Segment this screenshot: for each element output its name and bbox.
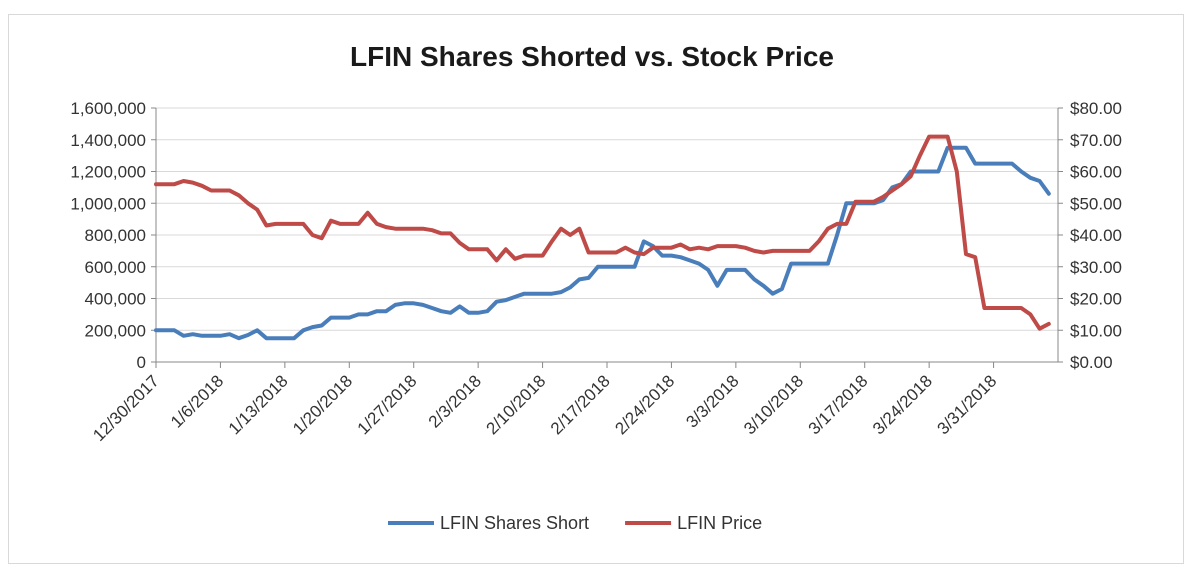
- x-tick-label: 3/31/2018: [933, 371, 1000, 438]
- right-tick-label: $10.00: [1070, 321, 1122, 340]
- x-tick-label: 1/6/2018: [167, 371, 227, 431]
- x-tick-label: 1/13/2018: [225, 371, 292, 438]
- chart-frame: [8, 14, 1184, 564]
- left-tick-label: 1,200,000: [70, 163, 146, 182]
- right-tick-label: $60.00: [1070, 163, 1122, 182]
- left-tick-label: 1,400,000: [70, 131, 146, 150]
- right-tick-label: $30.00: [1070, 258, 1122, 277]
- left-tick-label: 800,000: [85, 226, 146, 245]
- series-lines: [154, 134, 1051, 341]
- x-tick-label: 3/17/2018: [805, 371, 872, 438]
- right-tick-label: $0.00: [1070, 353, 1113, 372]
- left-tick-label: 200,000: [85, 321, 146, 340]
- left-tick-label: 0: [137, 353, 146, 372]
- gridlines: [156, 107, 1058, 331]
- x-tick-label: 3/10/2018: [740, 371, 807, 438]
- x-tick-label: 2/24/2018: [611, 371, 678, 438]
- x-tick-label: 2/17/2018: [547, 371, 614, 438]
- legend: LFIN Shares Short LFIN Price: [388, 513, 762, 533]
- right-tick-label: $40.00: [1070, 226, 1122, 245]
- right-tick-label: $80.00: [1070, 99, 1122, 118]
- left-tick-label: 400,000: [85, 290, 146, 309]
- x-tick-label: 2/10/2018: [482, 371, 549, 438]
- right-tick-label: $70.00: [1070, 131, 1122, 150]
- left-tick-label: 1,000,000: [70, 194, 146, 213]
- series-line-lfin-price: [154, 134, 1051, 331]
- left-axis-ticks: 0 200,000 400,000 600,000 800,000 1,000,000 1,…: [70, 99, 156, 372]
- x-tick-label: 12/30/2017: [89, 371, 163, 445]
- left-tick-label: 600,000: [85, 258, 146, 277]
- x-tick-label: 1/20/2018: [289, 371, 356, 438]
- x-tick-label: 1/27/2018: [354, 371, 421, 438]
- chart-title: LFIN Shares Shorted vs. Stock Price: [350, 41, 834, 72]
- right-tick-label: $50.00: [1070, 194, 1122, 213]
- right-axis-ticks: $0.00 $10.00 $20.00 $30.00 $40.00 $50.00 $60.0…: [1058, 99, 1122, 372]
- x-tick-label: 2/3/2018: [425, 371, 485, 431]
- legend-label: LFIN Shares Short: [440, 513, 589, 533]
- right-tick-label: $20.00: [1070, 290, 1122, 309]
- left-tick-label: 1,600,000: [70, 99, 146, 118]
- legend-label: LFIN Price: [677, 513, 762, 533]
- series-line-lfin-shares-short: [154, 145, 1051, 341]
- x-tick-label: 3/24/2018: [869, 371, 936, 438]
- x-axis-ticks: 12/30/2017 1/6/20181/13/20181/20/20181/27…: [89, 362, 1000, 445]
- x-tick-label: 3/3/2018: [682, 371, 742, 431]
